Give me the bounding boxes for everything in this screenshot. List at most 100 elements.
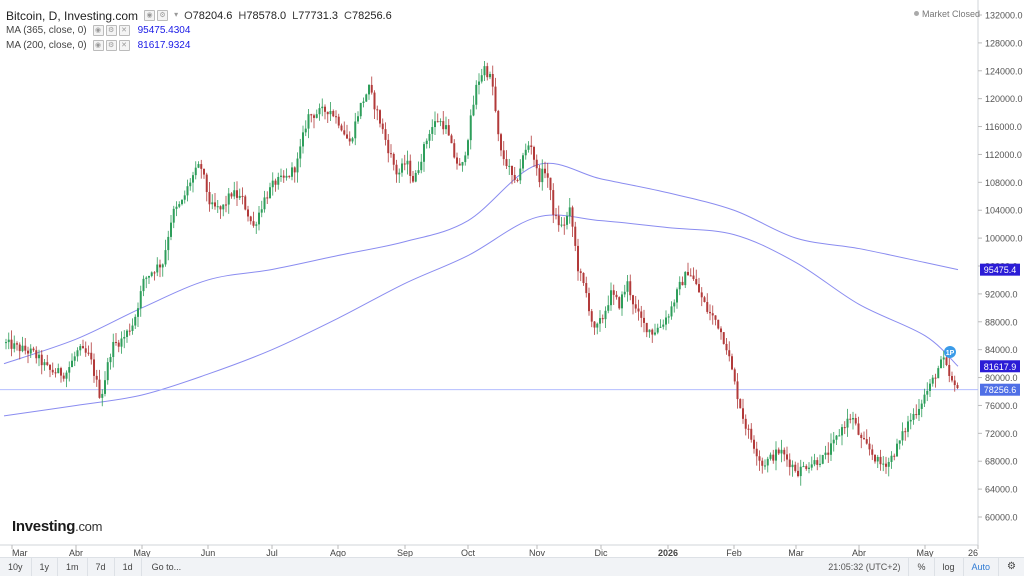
candle-body [414,172,417,182]
candle-body [612,290,615,295]
candle-body [832,439,835,444]
range-1d-button[interactable]: 1d [115,558,142,576]
candle-body [348,138,351,142]
goto-button[interactable]: Go to... [151,562,182,572]
candle-body [629,281,632,296]
candle-body [321,106,324,109]
candle-body [285,175,288,178]
candle-body [887,461,890,467]
candle-body [607,305,610,311]
visibility-icon[interactable]: ◉ [92,40,104,51]
candle-body [172,208,175,223]
candle-body [783,449,786,455]
candle-body [395,164,398,175]
candle-body [398,172,401,175]
bottom-toolbar: 10y 1y 1m 7d 1d Go to... 21:05:32 (UTC+2… [0,557,1024,576]
candle-body [898,440,901,444]
ohlc-low: L77731.3 [292,9,339,22]
candle-body [153,272,156,274]
x-tick-label: Abr [852,548,866,558]
candle-body [709,311,711,314]
candle-body [269,187,271,199]
candle-body [310,114,313,116]
candle-body [703,297,706,303]
candle-body [596,323,599,328]
log-toggle[interactable]: log [935,558,964,576]
close-icon[interactable]: ✕ [118,25,130,36]
ma2-buttons[interactable]: ◉ ⚙ ✕ [92,40,130,51]
candle-body [420,161,423,171]
event-marker[interactable] [944,346,956,358]
candle-body [772,454,775,461]
candle-body [546,173,549,178]
candle-body [717,319,720,329]
candle-body [953,380,956,386]
candle-body [918,408,920,416]
candle-body [112,341,115,358]
candle-body [654,332,656,335]
settings-icon[interactable]: ⚙ [105,25,117,36]
candle-body [541,168,544,183]
candle-body [95,375,98,380]
x-tick-label: Oct [461,548,476,558]
candle-body [225,204,227,206]
candle-body [582,272,585,284]
candle-body [5,342,7,344]
candle-body [563,224,566,226]
candle-body [667,316,670,318]
chevron-down-icon[interactable]: ▾ [174,10,179,19]
range-10y-button[interactable]: 10y [0,558,32,576]
candle-body [90,352,93,360]
range-7d-button[interactable]: 7d [88,558,115,576]
candle-body [865,439,868,444]
candle-body [626,281,629,292]
candle-body [241,195,244,197]
candle-body [409,160,412,176]
candle-body [456,157,458,164]
candle-body [480,75,483,82]
candle-body [940,359,942,369]
candle-body [137,308,139,317]
x-tick-label: Feb [726,548,742,558]
candle-body [868,443,871,450]
close-icon[interactable]: ✕ [118,40,130,51]
event-marker-label: 1P [946,350,955,357]
gear-icon[interactable]: ⚙ [1007,561,1016,572]
candle-body [574,226,577,246]
visibility-icon[interactable]: ◉ [144,10,156,21]
candle-body [590,311,593,322]
range-1y-button[interactable]: 1y [32,558,59,576]
candle-body [775,449,777,461]
title-settings-buttons[interactable]: ◉ ⚙ ▾ [144,10,178,21]
candle-body [934,377,937,379]
candle-body [381,123,384,130]
candle-body [200,164,203,169]
candle-body [681,281,684,286]
candle-body [766,458,769,466]
auto-toggle[interactable]: Auto [964,558,1000,576]
candle-body [87,352,90,354]
visibility-icon[interactable]: ◉ [92,25,104,36]
candle-body [907,421,909,432]
candle-body [186,186,189,196]
candle-body [362,101,365,103]
candle-body [687,271,689,276]
ohlc-high: H78578.0 [238,9,287,22]
settings-icon[interactable]: ⚙ [105,40,117,51]
candle-body [599,318,601,324]
candle-body [428,133,431,141]
range-1m-button[interactable]: 1m [58,558,88,576]
candle-body [711,313,714,316]
percent-toggle[interactable]: % [909,558,935,576]
last-price-badge-text: 78256.6 [984,385,1017,395]
candle-body [846,418,849,428]
candle-body [920,403,923,409]
ma2-price-badge-text: 81617.9 [984,362,1017,372]
candle-body [434,121,436,128]
candle-body [73,356,76,361]
ma1-buttons[interactable]: ◉ ⚙ ✕ [92,25,130,36]
y-tick-label: 108000.0 [985,178,1023,188]
settings-icon[interactable]: ⚙ [157,10,169,21]
candle-body [304,128,307,133]
